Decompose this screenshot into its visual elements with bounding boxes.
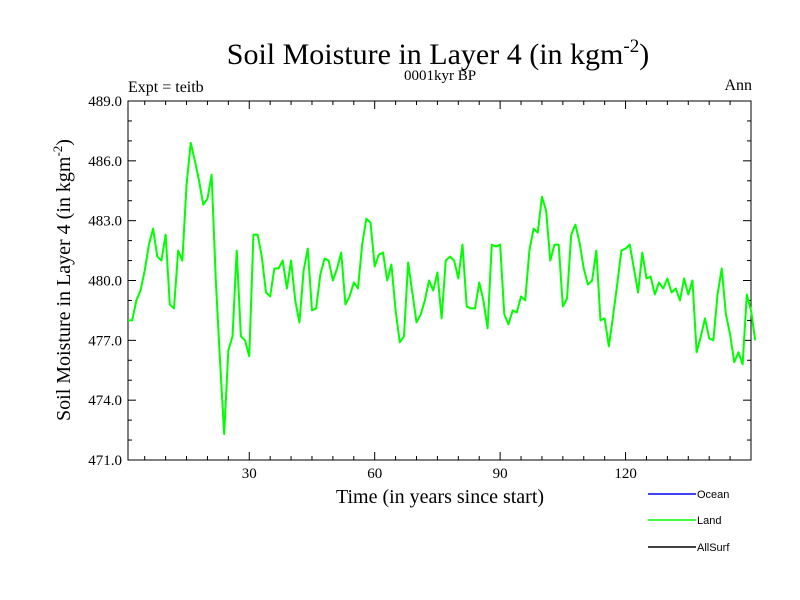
season-label: Ann (724, 77, 752, 94)
chart-title-close: ) (639, 38, 649, 71)
experiment-label: Expt = teitb (128, 79, 204, 96)
y-tick-label: 486.0 (88, 154, 122, 170)
y-tick-label: 471.0 (88, 453, 122, 469)
y-tick-label: 483.0 (88, 214, 122, 230)
y-tick-label: 489.0 (88, 94, 122, 110)
legend-label-land: Land (697, 515, 721, 527)
x-tick-label: 120 (614, 466, 637, 482)
x-axis-label: Time (in years since start) (336, 486, 544, 508)
legend-label-allsurf: AllSurf (697, 542, 730, 554)
x-tick-label: 30 (242, 466, 257, 482)
x-tick-label: 60 (367, 466, 382, 482)
chart-title-sup: -2 (623, 36, 639, 57)
y-tick-label: 480.0 (88, 274, 122, 290)
series-line-land (128, 141, 757, 436)
chart-title-main: Soil Moisture in Layer 4 (in kgm (227, 38, 624, 71)
legend-label-ocean: Ocean (697, 489, 729, 501)
x-axis: 30 60 90 120 (144, 101, 731, 482)
y-axis-label-main: Soil Moisture in Layer 4 (in kgm (53, 156, 75, 421)
y-axis-label: Soil Moisture in Layer 4 (in kgm-2) (50, 139, 75, 421)
legend: Ocean Land AllSurf (648, 489, 730, 554)
y-tick-label: 477.0 (88, 333, 122, 349)
y-axis-label-close: ) (53, 139, 75, 146)
y-axis-label-sup: -2 (50, 146, 65, 157)
chart-title: Soil Moisture in Layer 4 (in kgm-2) (227, 36, 649, 71)
series-group (128, 141, 757, 436)
x-tick-label: 90 (493, 466, 508, 482)
y-tick-label: 474.0 (88, 393, 122, 409)
y-axis: 471.0 474.0 477.0 480.0 483.0 486.0 489.0 (88, 94, 751, 469)
chart-subtitle: 0001kyr BP (404, 68, 476, 84)
